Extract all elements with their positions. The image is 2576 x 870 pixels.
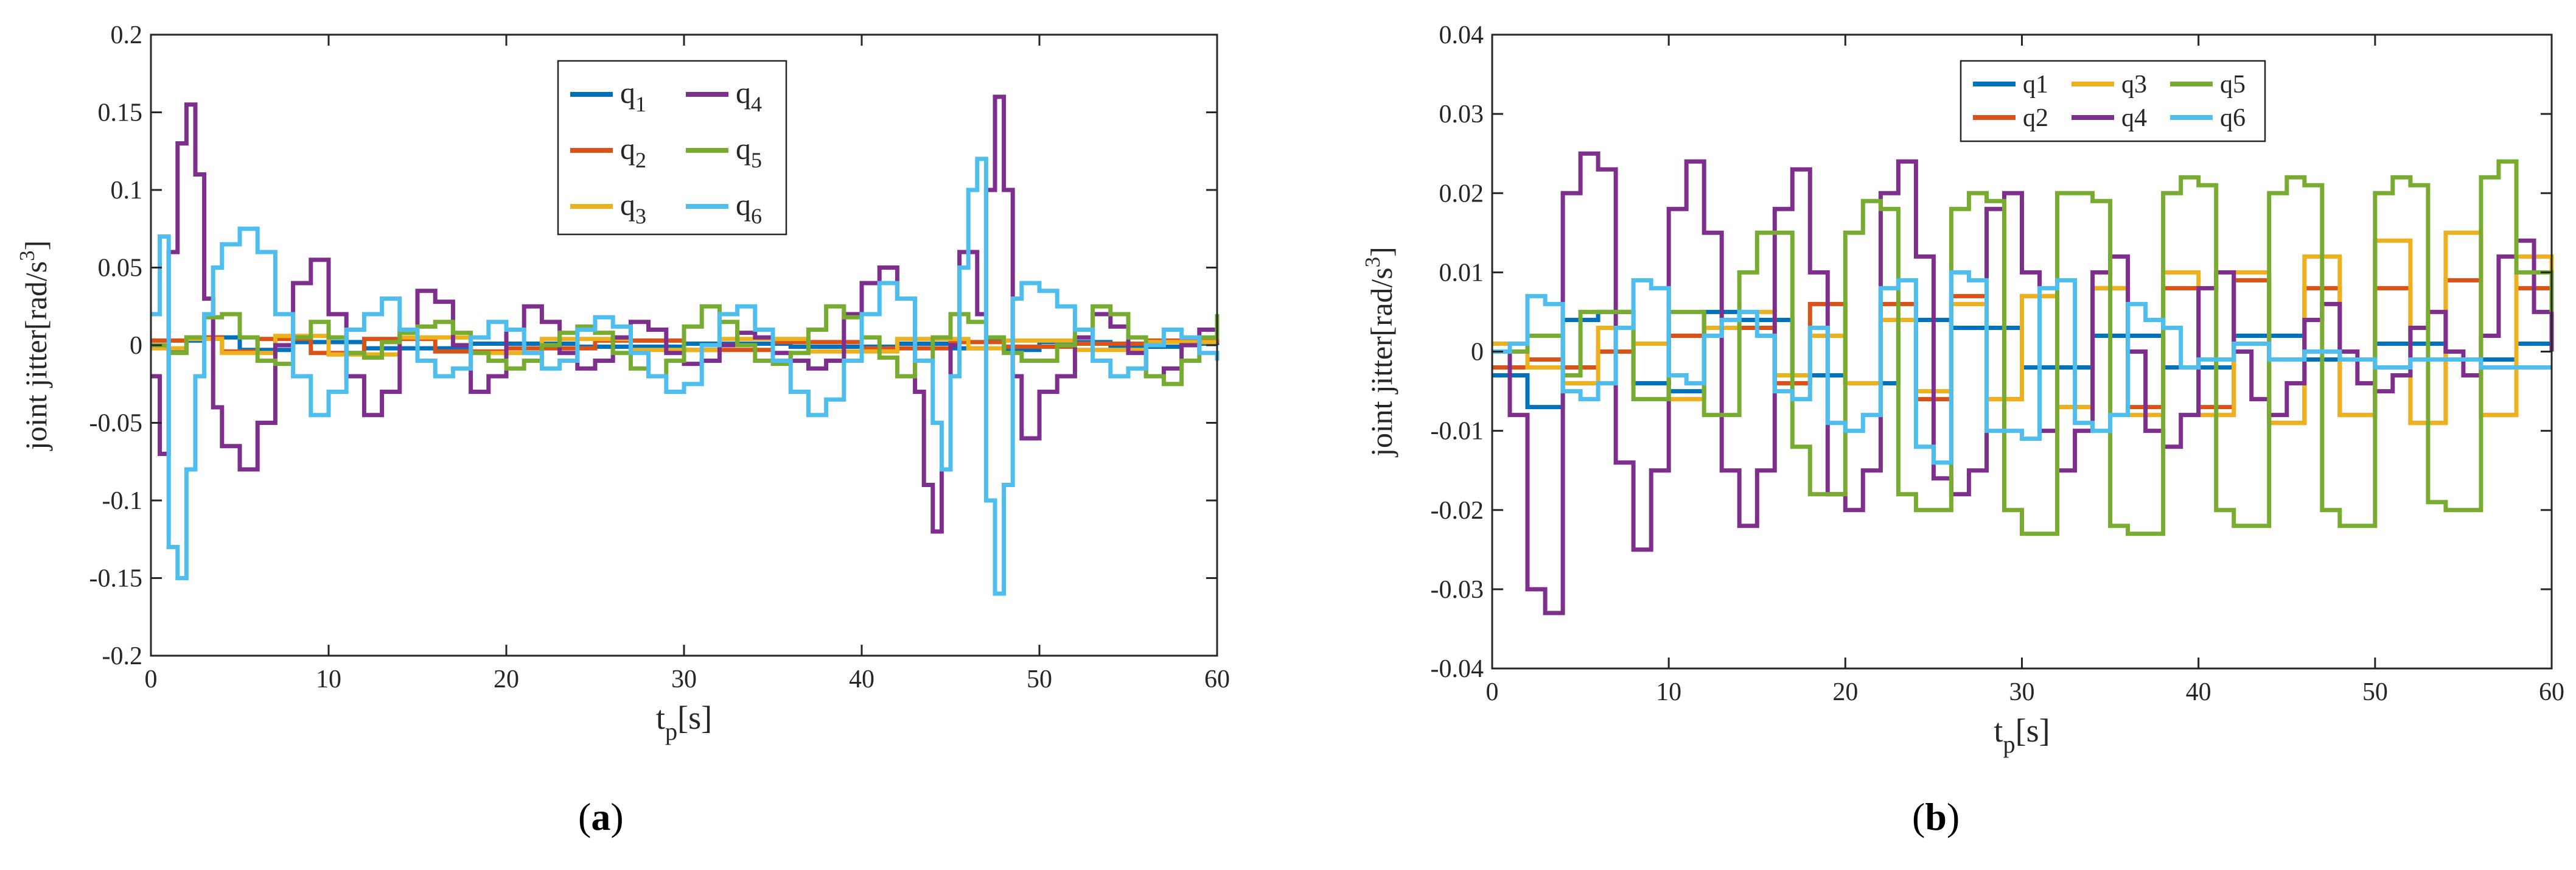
series-line-q6 — [151, 156, 1220, 596]
y-axis-label-sup: 3 — [15, 250, 39, 261]
legend-entry-q6: q6 — [686, 188, 762, 228]
legend: q1 q3 q5 q2 q4 q6 — [1960, 60, 2266, 142]
y-tick-label: -0.03 — [1431, 576, 1484, 604]
legend-label-sub: 1 — [635, 92, 646, 116]
x-tick-label: 0 — [145, 665, 158, 693]
y-tick-label: 0.1 — [111, 177, 143, 205]
series-group — [1492, 151, 2554, 616]
legend-label-main: q — [736, 75, 751, 110]
legend-label-main: q — [620, 188, 635, 222]
y-tick-label: -0.15 — [89, 565, 143, 593]
legend-box — [1960, 60, 2266, 142]
x-tick-label: 30 — [671, 665, 697, 693]
x-axis-label: tp[s] — [1994, 712, 2050, 758]
legend-label-q2: q2 — [620, 132, 646, 172]
x-tick-label: 50 — [1027, 665, 1052, 693]
y-axis-label: joint jitter[rad/s3] — [1361, 247, 1398, 457]
y-tick-label: -0.2 — [102, 642, 143, 670]
x-tick-label: 40 — [849, 665, 874, 693]
y-tick-label: 0.04 — [1439, 21, 1484, 49]
legend-entry-q5: q5 — [2170, 71, 2246, 99]
legend-entry-q3: q3 — [570, 188, 646, 228]
y-tick-label: -0.04 — [1431, 655, 1484, 683]
x-tick-label: 10 — [316, 665, 341, 693]
legend-label-main: q — [620, 75, 635, 110]
legend-label-q3: q3 — [2121, 71, 2147, 99]
x-axis-label-sub: p — [2003, 731, 2015, 758]
legend-label-q4: q4 — [736, 75, 762, 116]
x-tick-label: 30 — [2009, 678, 2035, 706]
x-tick-label: 20 — [1832, 678, 1858, 706]
legend-label-main: q — [736, 188, 751, 222]
y-tick-label: 0.02 — [1439, 180, 1484, 208]
series-line-q5 — [1492, 159, 2554, 536]
legend-label-q4: q4 — [2121, 104, 2147, 132]
x-axis-label: tp[s] — [656, 700, 712, 745]
x-tick-label: 40 — [2186, 678, 2211, 706]
legend-entry-q1: q1 — [570, 75, 646, 116]
legend-entry-q6: q6 — [2170, 104, 2246, 132]
chart-panel-b: 0 10 20 30 40 50 60 -0.04 -0.03 -0.02 -0.01 0 0.01 0.… — [1361, 21, 2564, 758]
y-tick-label: -0.05 — [89, 410, 143, 438]
x-axis-label-sub: p — [665, 718, 677, 745]
y-tick-label: 0.01 — [1439, 259, 1484, 287]
y-tick-label: 0.05 — [98, 254, 143, 282]
legend-label-q6: q6 — [2220, 104, 2246, 132]
panel-label-a: (a) — [578, 795, 624, 838]
y-axis-label-main: joint jitter[rad/s — [1365, 267, 1398, 457]
legend-label-sub: 5 — [751, 148, 762, 172]
chart-panel-a: 0 10 20 30 40 50 60 -0.2 -0.15 -0.1 -0.05 0 0.05 0.1 0… — [15, 21, 1230, 745]
y-tick-label: 0.2 — [111, 21, 143, 49]
x-tick-label: 10 — [1656, 678, 1681, 706]
legend-entry-q1: q1 — [1973, 71, 2048, 99]
legend-label-q6: q6 — [736, 188, 762, 228]
legend-entry-q4: q4 — [686, 75, 762, 116]
legend-label-q5: q5 — [736, 132, 762, 172]
y-tick-label: 0.15 — [98, 99, 143, 127]
legend-entry-q4: q4 — [2072, 104, 2147, 132]
x-tick-label: 60 — [1204, 665, 1230, 693]
x-tick-label: 60 — [2539, 678, 2564, 706]
x-axis-label-unit: [s] — [2016, 712, 2050, 749]
legend-label-sub: 2 — [635, 148, 646, 172]
legend-entry-q5: q5 — [686, 132, 762, 172]
panel-label-b: (b) — [1912, 795, 1960, 838]
x-tick-label: 50 — [2362, 678, 2388, 706]
y-axis-label: joint jitter[rad/s3] — [15, 240, 53, 451]
y-tick-label: -0.1 — [102, 487, 143, 515]
x-axis-label-main: t — [656, 700, 665, 736]
legend-entry-q3: q3 — [2072, 71, 2147, 99]
x-axis-label-main: t — [1994, 712, 2003, 749]
legend-label-main: q — [620, 132, 635, 166]
y-tick-label: 0.03 — [1439, 100, 1484, 128]
legend-label-sub: 3 — [635, 204, 646, 228]
legend-label-main: q — [736, 132, 751, 166]
legend-label-q3: q3 — [620, 188, 646, 228]
legend-entry-q2: q2 — [1973, 104, 2048, 132]
legend-entry-q2: q2 — [570, 132, 646, 172]
y-axis-label-sup: 3 — [1361, 257, 1384, 268]
y-axis-label-close: ] — [19, 240, 53, 251]
y-tick-label: -0.01 — [1431, 418, 1484, 446]
x-axis-label-unit: [s] — [677, 700, 712, 736]
series-line-q5 — [151, 304, 1220, 387]
y-tick-label: 0 — [130, 332, 142, 360]
legend-label-q2: q2 — [2023, 104, 2048, 132]
legend-label-q5: q5 — [2220, 71, 2246, 99]
legend-label-sub: 6 — [751, 204, 762, 228]
legend-label-q1: q1 — [620, 75, 646, 116]
series-group — [151, 94, 1220, 596]
y-tick-label: 0 — [1471, 339, 1484, 367]
x-tick-label: 20 — [494, 665, 519, 693]
y-tick-label: -0.02 — [1431, 497, 1484, 525]
legend-label-sub: 4 — [751, 92, 762, 116]
series-line-q6 — [1492, 270, 2552, 465]
y-axis-label-main: joint jitter[rad/s — [19, 261, 53, 451]
legend-label-q1: q1 — [2023, 71, 2048, 99]
y-axis-label-close: ] — [1365, 247, 1398, 257]
x-tick-label: 0 — [1486, 678, 1499, 706]
